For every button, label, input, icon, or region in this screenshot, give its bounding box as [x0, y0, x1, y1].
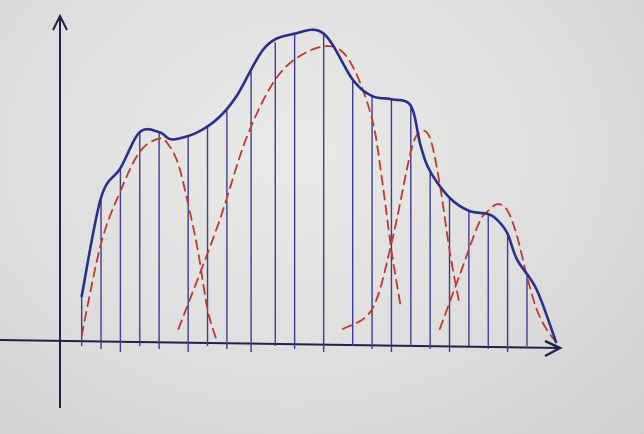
x-axis	[0, 339, 561, 349]
component-curve-1	[80, 137, 219, 343]
envelope-curve-group	[80, 28, 558, 344]
x-axis-arrowhead	[544, 339, 563, 358]
component-curves-group	[80, 45, 557, 343]
y-axis-arrowhead	[52, 13, 68, 31]
axes	[0, 13, 563, 408]
component-curve-3	[342, 129, 461, 330]
component-curve-4	[438, 203, 557, 343]
vertical-lines-group	[80, 33, 528, 352]
component-curve-2	[177, 45, 402, 330]
envelope-curve	[80, 28, 558, 344]
